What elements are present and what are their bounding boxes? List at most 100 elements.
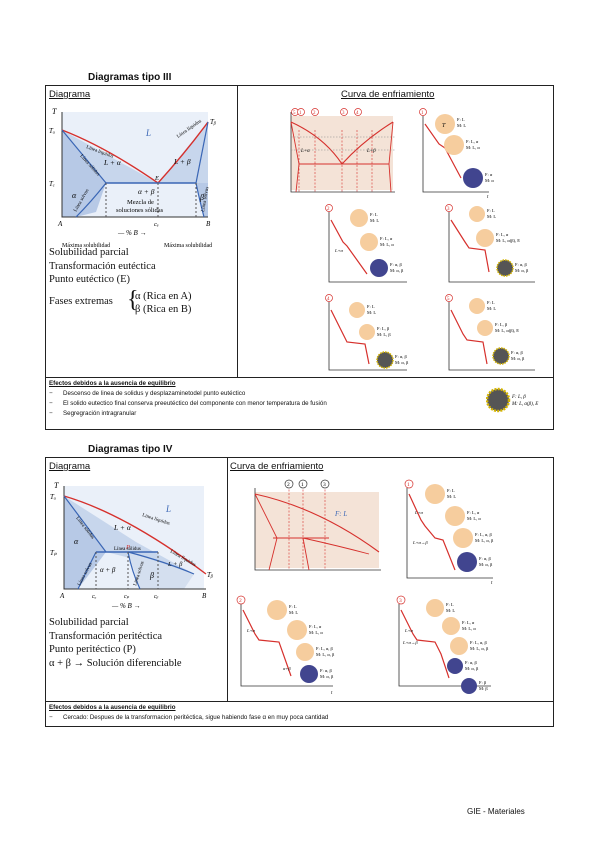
curve4-mab: M: α, β — [395, 360, 409, 366]
label-c-alpha: cₐ — [92, 594, 97, 600]
section3-box: Diagrama Curva de enfriamiento T Tₐ Tᵦ T… — [45, 85, 554, 430]
c42-t: t — [331, 691, 333, 696]
mini4-num-3: 3 — [323, 482, 326, 488]
c42-flab: F: L, α, β — [316, 646, 333, 652]
c43-mab: M: α, β — [465, 666, 479, 672]
section4-curve-header: Curva de enfriamiento — [230, 461, 324, 472]
curve5-flb: F: L, β — [495, 322, 508, 328]
effects-title: Efectos debidos a la ausencia de equilib… — [49, 380, 176, 387]
c42-fla: F: L, α — [309, 624, 322, 630]
label-mezcla1: Mezcla de — [127, 199, 154, 206]
curve3-mlab: M: L, α(β), E — [496, 238, 520, 244]
curve-1: 1 T F: L M: L F: L, α M: L, α F: α M: α … — [419, 108, 494, 200]
curve4-flb: F: L, β — [377, 326, 390, 332]
curve2-la: L+α — [334, 248, 344, 253]
label-cP: cₚ — [124, 594, 130, 600]
curve5-fl: F: L — [487, 300, 495, 305]
solvus-right-line — [195, 182, 205, 218]
solidus-inner-line — [127, 551, 195, 575]
prop4-3: Punto peritéctico (P) — [49, 644, 136, 655]
label-A: A — [57, 220, 63, 228]
c41-ml: M: L — [447, 494, 456, 499]
c42-la: L+α — [246, 628, 256, 633]
prop-2: Transformación eutéctica — [49, 260, 156, 272]
c42-mla: M: L, α — [309, 630, 323, 636]
axis-T-iv: T — [54, 481, 59, 490]
label-beta: β — [199, 193, 204, 202]
mini4-L: F: L — [334, 510, 347, 518]
c41-mlab: M: L, α, β — [475, 538, 494, 544]
curve1-ml: M: L — [457, 123, 466, 128]
c43-fla: F: L, α — [462, 620, 475, 626]
label-A-iv: A — [59, 592, 65, 600]
solvus-right-label: Línea solvus — [201, 186, 210, 212]
curve1-fa: F: α — [485, 172, 493, 177]
c41-t: t — [491, 581, 493, 586]
solvus-left-iv — [77, 551, 97, 590]
label-E: E — [154, 175, 159, 182]
section3-properties: Solubilidad parcial Transformación eutéc… — [49, 246, 156, 287]
label-alpha-beta-iv: α + β — [100, 566, 116, 574]
fase-alpha: α (Rica en A) — [135, 291, 192, 302]
curve-5: 5 F: L M: L F: L, β M: L, α(β), E F: α, … — [445, 294, 535, 371]
label-TB: Tᵦ — [210, 118, 216, 126]
curve1-fl: F: L — [457, 117, 465, 122]
mini-eutectic-diagram: L+α L+β 1 2 3 4 5 — [290, 108, 395, 193]
fases-brace: { — [127, 287, 139, 313]
curve1-ma: M: α — [485, 178, 494, 183]
axis-T: T — [52, 107, 57, 116]
max-sol-left: Máxima solubilidad — [62, 243, 110, 249]
label-TA: Tₐ — [49, 127, 55, 135]
c41-fab: F: α, β — [479, 556, 491, 562]
mini-num-1: 1 — [299, 111, 302, 116]
label-TA-iv: Tₐ — [50, 493, 56, 501]
curve-3: 3 F: L M: L F: L, α M: L, α(β), E F: α, … — [445, 204, 535, 283]
curve2-mab: M: α, β — [390, 268, 404, 274]
label-c-beta: cᵦ — [154, 594, 159, 600]
liquidus-right-line — [157, 121, 209, 184]
curve4-fab: F: α, β — [395, 354, 407, 360]
curve2-ml: M: L — [370, 218, 379, 223]
label-TE: Tₑ — [49, 180, 55, 188]
section3-effects-divider — [46, 377, 553, 378]
footer: GIE - Materiales — [467, 807, 525, 816]
c43-num: 3 — [399, 598, 402, 604]
effects-circle-m: M: L, α(β), E — [511, 402, 538, 407]
prop4-1: Solubilidad parcial — [49, 617, 129, 628]
curve3-ml: M: L — [487, 214, 496, 219]
c41-fla: F: L, α — [467, 510, 480, 516]
curve3-num: 3 — [447, 207, 450, 212]
label-cE: cₑ — [154, 221, 159, 228]
curve2-fl: F: L — [370, 212, 378, 217]
c41-num: 1 — [407, 482, 410, 488]
c42-num: 2 — [239, 598, 242, 604]
curve4-2: 2 F: L M: L F: L, α M: L, α F: L, α, β M… — [236, 595, 335, 696]
curve4-ml: M: L — [367, 310, 376, 315]
section3-curve-header: Curva de enfriamiento — [341, 89, 435, 100]
section4-properties: Solubilidad parcial Transformación perit… — [49, 616, 182, 670]
eutectic-phase-diagram: T Tₐ Tᵦ Tₑ L L + α L + β α β α + β Mezcl… — [49, 107, 216, 249]
label-beta-iv: β — [149, 571, 154, 580]
c43-mlab: M: L, α, β — [470, 646, 489, 652]
mini4-num-1: 1 — [301, 482, 304, 488]
c43-flab: F: L, α, β — [470, 640, 487, 646]
section4-title: Diagramas tipo IV — [88, 444, 173, 455]
label-l-beta-iv: L + β — [167, 561, 183, 568]
c43-fab: F: α, β — [465, 660, 477, 666]
region-alpha — [62, 130, 106, 217]
curve2-fab: F: α, β — [390, 262, 402, 268]
label-TP-iv: Tₚ — [50, 549, 57, 557]
label-P: P — [125, 544, 130, 551]
label-L-iv: L — [165, 504, 171, 514]
c41-flab: F: L, α, β — [475, 532, 492, 538]
section4-effects: Efectos debidos a la ausencia de equilib… — [49, 703, 549, 723]
curve1-fla: F: L, α — [466, 139, 479, 145]
curve5-fab: F: α, β — [511, 350, 523, 356]
c41-mab: M: α, β — [479, 562, 493, 568]
label-TB-iv: Tᵦ — [207, 571, 213, 579]
label-alpha-beta: α + β — [138, 187, 155, 196]
region-beta — [196, 183, 208, 217]
c43-fl: F: L — [446, 602, 454, 607]
label-l-beta: L + β — [173, 157, 191, 166]
label-alpha-iv: α — [74, 537, 79, 546]
